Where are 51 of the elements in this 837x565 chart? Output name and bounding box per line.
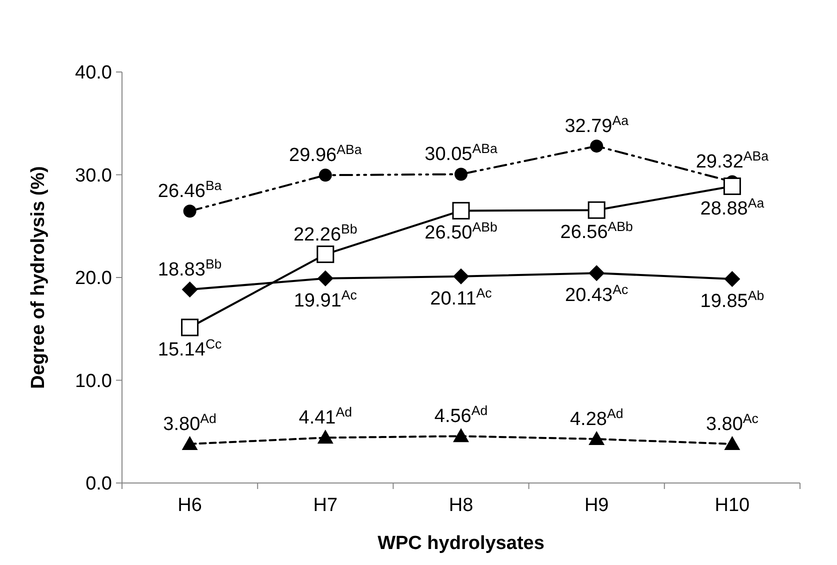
data-label: 28.88$^{Aa}$ <box>700 194 765 220</box>
data-label: 18.83$^{Bb}$ <box>158 256 222 281</box>
point <box>317 430 334 444</box>
point <box>724 271 740 288</box>
data-label: 19.85$^{Ab}$ <box>700 288 764 312</box>
data-label: 26.56$^{ABb}$ <box>560 218 633 244</box>
point <box>590 140 604 153</box>
x-tick-label: H10 <box>714 495 750 516</box>
data-label: 26.50$^{ABb}$ <box>424 219 498 244</box>
data-label: 30.05$^{ABa}$ <box>424 140 498 166</box>
point <box>588 431 605 446</box>
y-tick-label: 20.0 <box>75 268 112 290</box>
x-tick-label: H7 <box>313 495 338 516</box>
x-tick-label: H8 <box>448 495 474 516</box>
point <box>183 204 196 218</box>
point <box>588 265 605 282</box>
point <box>454 168 468 181</box>
point <box>723 178 741 196</box>
data-label: 32.79$^{Aa}$ <box>564 112 630 138</box>
data-label: 4.41$^{Ad}$ <box>298 404 352 429</box>
y-tick-label: 30.0 <box>75 165 112 186</box>
x-tick-label: H6 <box>178 495 202 516</box>
data-label: 4.28$^{Ad}$ <box>570 406 624 430</box>
point <box>182 282 198 298</box>
y-tick-label: 0.0 <box>86 474 112 495</box>
data-label: 26.46$^{Ba}$ <box>158 178 222 202</box>
x-axis-title: WPC hydrolysates <box>378 533 544 554</box>
data-label: 20.43$^{Ac}$ <box>565 282 628 306</box>
y-tick-label: 40.0 <box>75 62 112 84</box>
point <box>316 246 334 264</box>
data-label: 3.80$^{Ac}$ <box>706 410 759 435</box>
data-label: 4.56$^{Ad}$ <box>434 402 488 428</box>
data-label: 19.91$^{Ac}$ <box>294 286 358 312</box>
data-label: 3.80$^{Ad}$ <box>163 410 216 435</box>
point <box>318 168 332 182</box>
data-label: 15.14$^{Cc}$ <box>158 336 222 360</box>
point <box>452 202 470 220</box>
point <box>181 318 199 336</box>
point <box>588 201 606 219</box>
y-tick-label: 10.0 <box>75 370 112 392</box>
data-label: 20.11$^{Ac}$ <box>430 284 492 310</box>
point <box>453 268 469 284</box>
data-label: 29.96$^{ABa}$ <box>289 142 362 166</box>
point <box>182 436 198 450</box>
x-tick-label: H9 <box>584 495 609 516</box>
data-label: 22.26$^{Bb}$ <box>293 220 358 246</box>
y-axis-title: Degree of hydrolysis (%) <box>28 166 49 389</box>
point <box>317 270 334 286</box>
point <box>724 436 740 450</box>
point <box>453 428 469 442</box>
data-label: 29.32$^{ABa}$ <box>696 148 770 173</box>
